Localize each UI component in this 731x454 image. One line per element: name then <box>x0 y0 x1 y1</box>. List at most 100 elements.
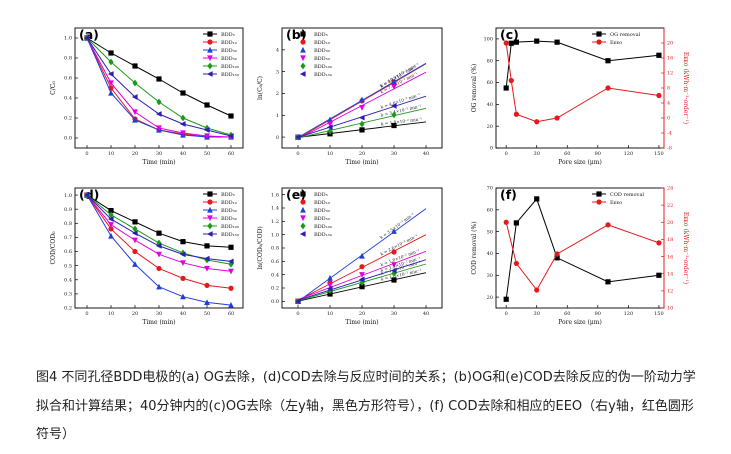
data-point <box>156 251 162 258</box>
legend-marker <box>300 55 306 62</box>
data-point <box>326 285 333 292</box>
y-tick-label: 30 <box>487 273 493 279</box>
data-point <box>180 260 186 266</box>
x-axis-label: Pore size (μm) <box>558 159 602 166</box>
data-point <box>391 262 397 268</box>
legend-marker <box>207 215 213 222</box>
series-line <box>505 222 660 291</box>
data-point <box>132 261 138 267</box>
data-point <box>204 282 210 289</box>
series-e-5: k = 1.5×10⁻² min⁻¹ <box>294 255 427 305</box>
data-point <box>108 211 114 219</box>
series-c-1 <box>503 40 662 125</box>
x-tick-label: 120 <box>624 151 634 157</box>
y2-tick-label: -8 <box>667 146 672 152</box>
data-point <box>391 78 397 85</box>
data-point <box>534 287 540 293</box>
data-point <box>131 230 138 237</box>
data-point <box>180 293 186 300</box>
y-tick-label: 0.8 <box>271 246 279 252</box>
series-d-5 <box>83 192 234 265</box>
data-point <box>391 84 397 91</box>
series-line <box>505 197 659 300</box>
data-point <box>327 121 333 128</box>
x-axis-label: Time (min) <box>142 319 175 326</box>
legend-label: Eᴇᴇᴏ <box>610 200 622 206</box>
data-point <box>390 267 397 274</box>
data-point <box>359 120 365 128</box>
legend-label: BDD₁₀ <box>314 40 330 46</box>
data-point <box>227 258 234 265</box>
legend-label: BDD₅ <box>221 192 235 198</box>
data-point <box>605 85 611 91</box>
data-point <box>327 282 333 289</box>
legend-marker <box>206 231 213 237</box>
data-point <box>179 121 186 127</box>
figure-caption: 图4 不同孔径BDD电极的(a) OG去除，(d)COD去除与反应时间的关系；(… <box>36 370 696 442</box>
y-tick-label: 0.2 <box>64 306 72 312</box>
x-tick-label: 0 <box>85 311 88 317</box>
x-tick-label: 0 <box>505 151 508 157</box>
legend-marker <box>299 231 306 237</box>
panel-label: (f) <box>500 187 517 202</box>
data-point <box>228 285 234 291</box>
data-point <box>204 265 210 272</box>
y-tick-label: 1.4 <box>271 206 279 212</box>
y-tick-label: 0.5 <box>64 263 72 269</box>
data-point <box>358 276 365 283</box>
data-point <box>605 279 611 285</box>
data-point <box>156 125 162 132</box>
data-point <box>513 111 519 117</box>
x-tick-label: 30 <box>534 151 540 157</box>
y-axis-label: ln(COD₀/COD) <box>257 226 264 270</box>
legend-marker <box>207 222 213 230</box>
y-tick-label: 0.4 <box>64 96 72 102</box>
data-point <box>132 116 138 123</box>
legend-marker <box>207 31 213 37</box>
y-tick-label: 1 <box>276 113 279 119</box>
y-axis-label: COD removal (%) <box>471 221 478 274</box>
legend: BDD₅ BDD₁₀ BDD₃₀ BDD₅₀ BDD₁₀₀ BDD₁₅₀ <box>203 31 239 78</box>
data-point <box>294 134 301 140</box>
y-tick-label: 40 <box>487 102 493 108</box>
panel-e: 0 10 20 30 40 0.0 0.2 0.4 0.6 0.8 1.0 1.2 1.4 1.6 Time… <box>257 187 443 326</box>
legend-marker <box>300 191 306 197</box>
legend-marker <box>207 62 213 70</box>
panel-label: (c) <box>500 27 519 42</box>
legend-marker <box>207 206 213 213</box>
data-point <box>534 38 540 44</box>
y-tick-label: 0.8 <box>64 221 72 227</box>
data-point <box>132 109 138 116</box>
data-point <box>108 222 114 228</box>
y2-tick-label: 20 <box>667 220 673 226</box>
legend-label: BDD₅₀ <box>314 216 330 222</box>
data-point <box>107 216 114 222</box>
legend-marker <box>207 199 213 205</box>
y2-tick-label: 20 <box>667 41 673 47</box>
legend-label: BDD₃₀ <box>221 208 237 214</box>
y-tick-label: 3 <box>276 69 279 75</box>
data-point <box>108 207 114 214</box>
legend-label: BDD₁₀₀ <box>221 64 239 70</box>
x-tick-label: 90 <box>595 311 601 317</box>
y-tick-label: 40 <box>487 251 493 257</box>
data-point <box>554 39 560 45</box>
legend-marker <box>300 199 306 205</box>
legend-label: BDD₁₅₀ <box>221 72 239 78</box>
x-tick-label: 0 <box>296 151 299 157</box>
data-point <box>391 249 397 255</box>
x-tick-label: 0 <box>505 311 508 317</box>
panel-a: 0 10 20 30 40 50 60 0.0 0.2 0.4 0.6 0.8 1.0 Time (min… <box>50 27 244 166</box>
x-axis-label: Time (min) <box>345 159 378 166</box>
y-axis-label: ln(C₀/C) <box>257 76 264 100</box>
series-a-0 <box>84 35 234 119</box>
x-axis-label: Pore size (μm) <box>558 319 602 326</box>
x-tick-label: 60 <box>564 311 570 317</box>
legend-label: BDD₁₀ <box>314 200 330 206</box>
y-tick-label: 2 <box>276 91 279 97</box>
data-point <box>131 94 138 100</box>
x-tick-label: 40 <box>180 151 186 157</box>
y-axis-label: COD/COD₀ <box>50 231 57 265</box>
legend-label: BDD₅₀ <box>221 216 237 222</box>
